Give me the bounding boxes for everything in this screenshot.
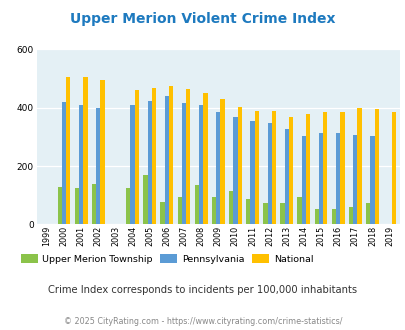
Bar (365, 203, 369, 224)
Bar (79, 106, 83, 224)
Bar (391, 112, 395, 224)
Bar (143, 175, 147, 224)
Bar (211, 197, 215, 224)
Bar (83, 77, 87, 224)
Text: Upper Merion Violent Crime Index: Upper Merion Violent Crime Index (70, 12, 335, 25)
Bar (301, 136, 305, 224)
Bar (177, 197, 181, 224)
Legend: Upper Merion Township, Pennsylvania, National: Upper Merion Township, Pennsylvania, Nat… (17, 250, 316, 268)
Bar (322, 113, 327, 224)
Bar (164, 96, 168, 224)
Bar (374, 109, 378, 224)
Bar (75, 188, 79, 224)
Bar (126, 188, 130, 224)
Bar (331, 209, 335, 224)
Bar (245, 199, 250, 224)
Bar (168, 86, 173, 224)
Bar (130, 105, 134, 224)
Bar (96, 108, 100, 224)
Bar (288, 117, 292, 224)
Bar (335, 133, 339, 224)
Bar (297, 197, 301, 224)
Bar (151, 88, 156, 224)
Bar (147, 101, 151, 224)
Bar (271, 111, 275, 224)
Bar (185, 88, 190, 224)
Bar (280, 203, 284, 224)
Bar (305, 114, 309, 224)
Bar (348, 207, 352, 224)
Bar (352, 135, 357, 224)
Bar (250, 121, 254, 224)
Bar (232, 117, 237, 224)
Bar (314, 209, 318, 224)
Bar (369, 136, 374, 224)
Bar (357, 108, 361, 224)
Bar (267, 123, 271, 224)
Bar (66, 77, 70, 224)
Bar (254, 111, 258, 224)
Bar (194, 185, 198, 224)
Bar (181, 103, 185, 224)
Bar (228, 191, 232, 224)
Bar (92, 183, 96, 224)
Bar (58, 186, 62, 224)
Bar (134, 90, 139, 224)
Bar (62, 102, 66, 224)
Bar (220, 99, 224, 224)
Bar (284, 129, 288, 224)
Text: Crime Index corresponds to incidents per 100,000 inhabitants: Crime Index corresponds to incidents per… (48, 285, 357, 295)
Bar (215, 112, 220, 224)
Bar (203, 93, 207, 224)
Bar (262, 203, 267, 224)
Bar (100, 80, 104, 224)
Bar (160, 202, 164, 224)
Bar (198, 106, 203, 224)
Bar (318, 133, 322, 224)
Text: © 2025 CityRating.com - https://www.cityrating.com/crime-statistics/: © 2025 CityRating.com - https://www.city… (64, 317, 341, 326)
Bar (237, 107, 241, 224)
Bar (339, 112, 344, 224)
